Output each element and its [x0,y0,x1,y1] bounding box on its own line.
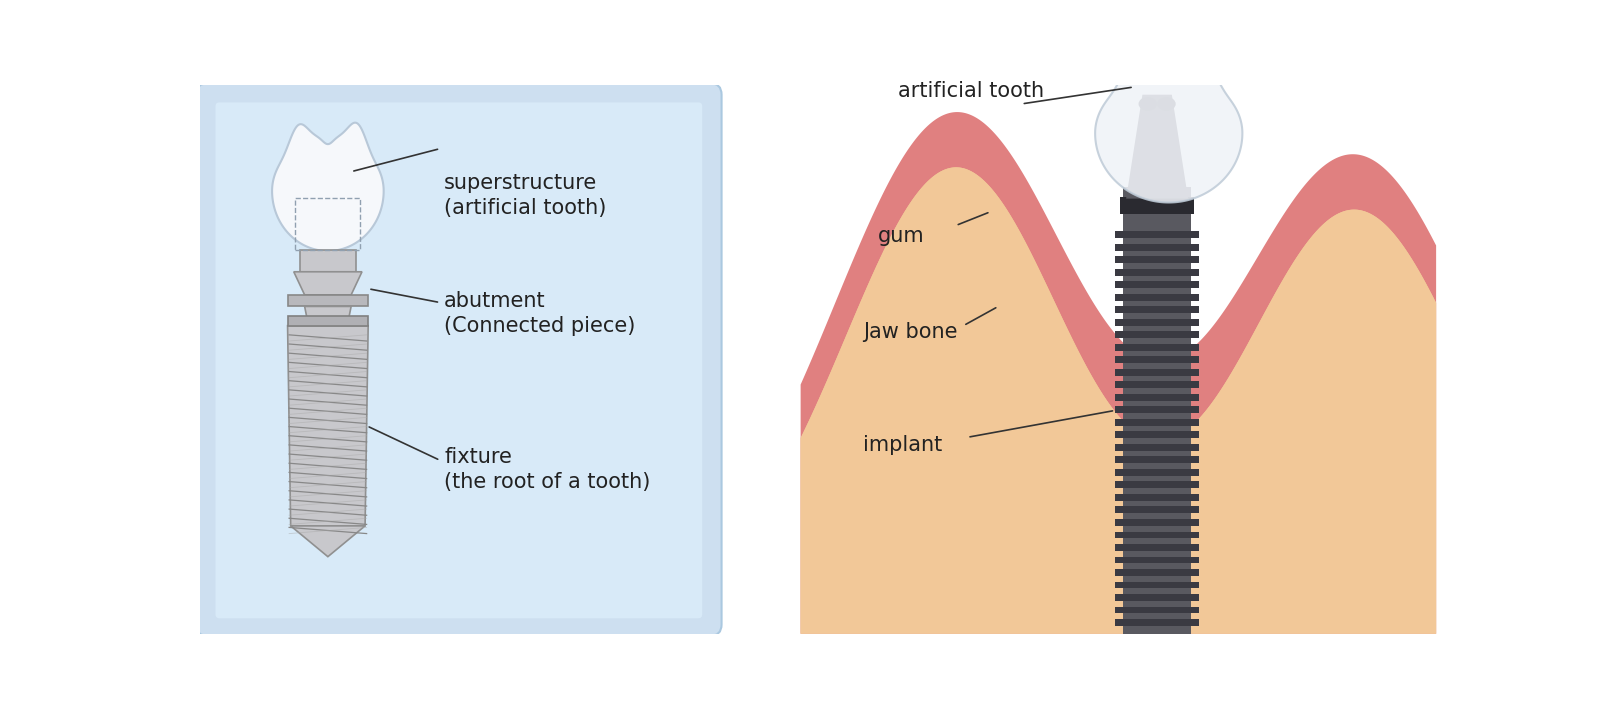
Polygon shape [304,306,350,325]
Bar [1115,619,1198,626]
Ellipse shape [1139,97,1157,111]
Polygon shape [800,167,1437,634]
FancyBboxPatch shape [197,83,722,636]
Bar [1115,394,1198,401]
Text: superstructure
(artificial tooth): superstructure (artificial tooth) [445,173,606,218]
Bar [1115,419,1198,426]
Bar [1115,519,1198,526]
Text: Jaw bone: Jaw bone [862,322,957,342]
Bar [1115,582,1198,588]
Bar [1115,506,1198,513]
Bar [1115,281,1198,288]
FancyBboxPatch shape [216,103,702,618]
Polygon shape [800,167,1437,634]
Polygon shape [1094,58,1242,202]
Bar [1115,407,1198,413]
Bar [1115,494,1198,501]
Ellipse shape [1157,97,1176,111]
Polygon shape [291,526,365,557]
Bar [1115,544,1198,551]
Bar [1115,231,1198,238]
Bar [1115,456,1198,464]
Bar [1120,197,1194,214]
Bar [1115,444,1198,451]
Bar [288,295,368,306]
Text: fixture
(the root of a tooth): fixture (the root of a tooth) [445,447,651,492]
Bar [1115,356,1198,363]
Bar [1115,532,1198,538]
Bar [1115,607,1198,614]
Bar [1115,369,1198,376]
Bar [1115,319,1198,325]
Bar [288,316,368,325]
Polygon shape [272,122,384,251]
Bar [1115,481,1198,488]
Text: gum: gum [878,226,925,246]
Polygon shape [1126,95,1189,199]
Bar [296,198,360,250]
Text: abutment
(Connected piece): abutment (Connected piece) [445,291,635,336]
Bar [1115,244,1198,251]
Bar [1115,569,1198,576]
Bar [1115,294,1198,300]
Bar [1123,187,1192,634]
Bar [1115,344,1198,351]
Bar [299,250,355,273]
Bar [1115,469,1198,476]
Bar [1115,306,1198,313]
Text: artificial tooth: artificial tooth [898,81,1043,101]
Polygon shape [288,325,368,526]
Polygon shape [294,272,362,295]
Bar [1115,382,1198,388]
Polygon shape [800,112,1437,634]
Bar [1115,594,1198,601]
Bar [1115,331,1198,338]
Bar [1115,431,1198,439]
Bar [1115,557,1198,563]
Bar [1115,268,1198,276]
Bar [1115,256,1198,263]
Text: implant: implant [862,435,942,455]
